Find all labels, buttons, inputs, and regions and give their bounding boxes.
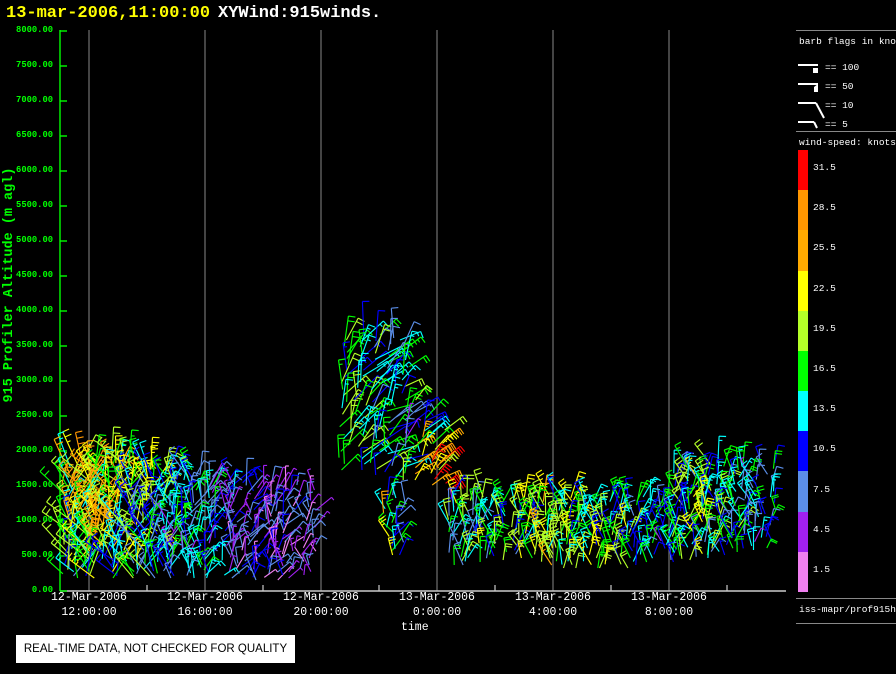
svg-text:== 10: == 10: [825, 100, 854, 111]
svg-text:== 50: == 50: [825, 81, 854, 92]
svg-text:== 100: == 100: [825, 62, 860, 73]
svg-text:== 5: == 5: [825, 119, 848, 130]
